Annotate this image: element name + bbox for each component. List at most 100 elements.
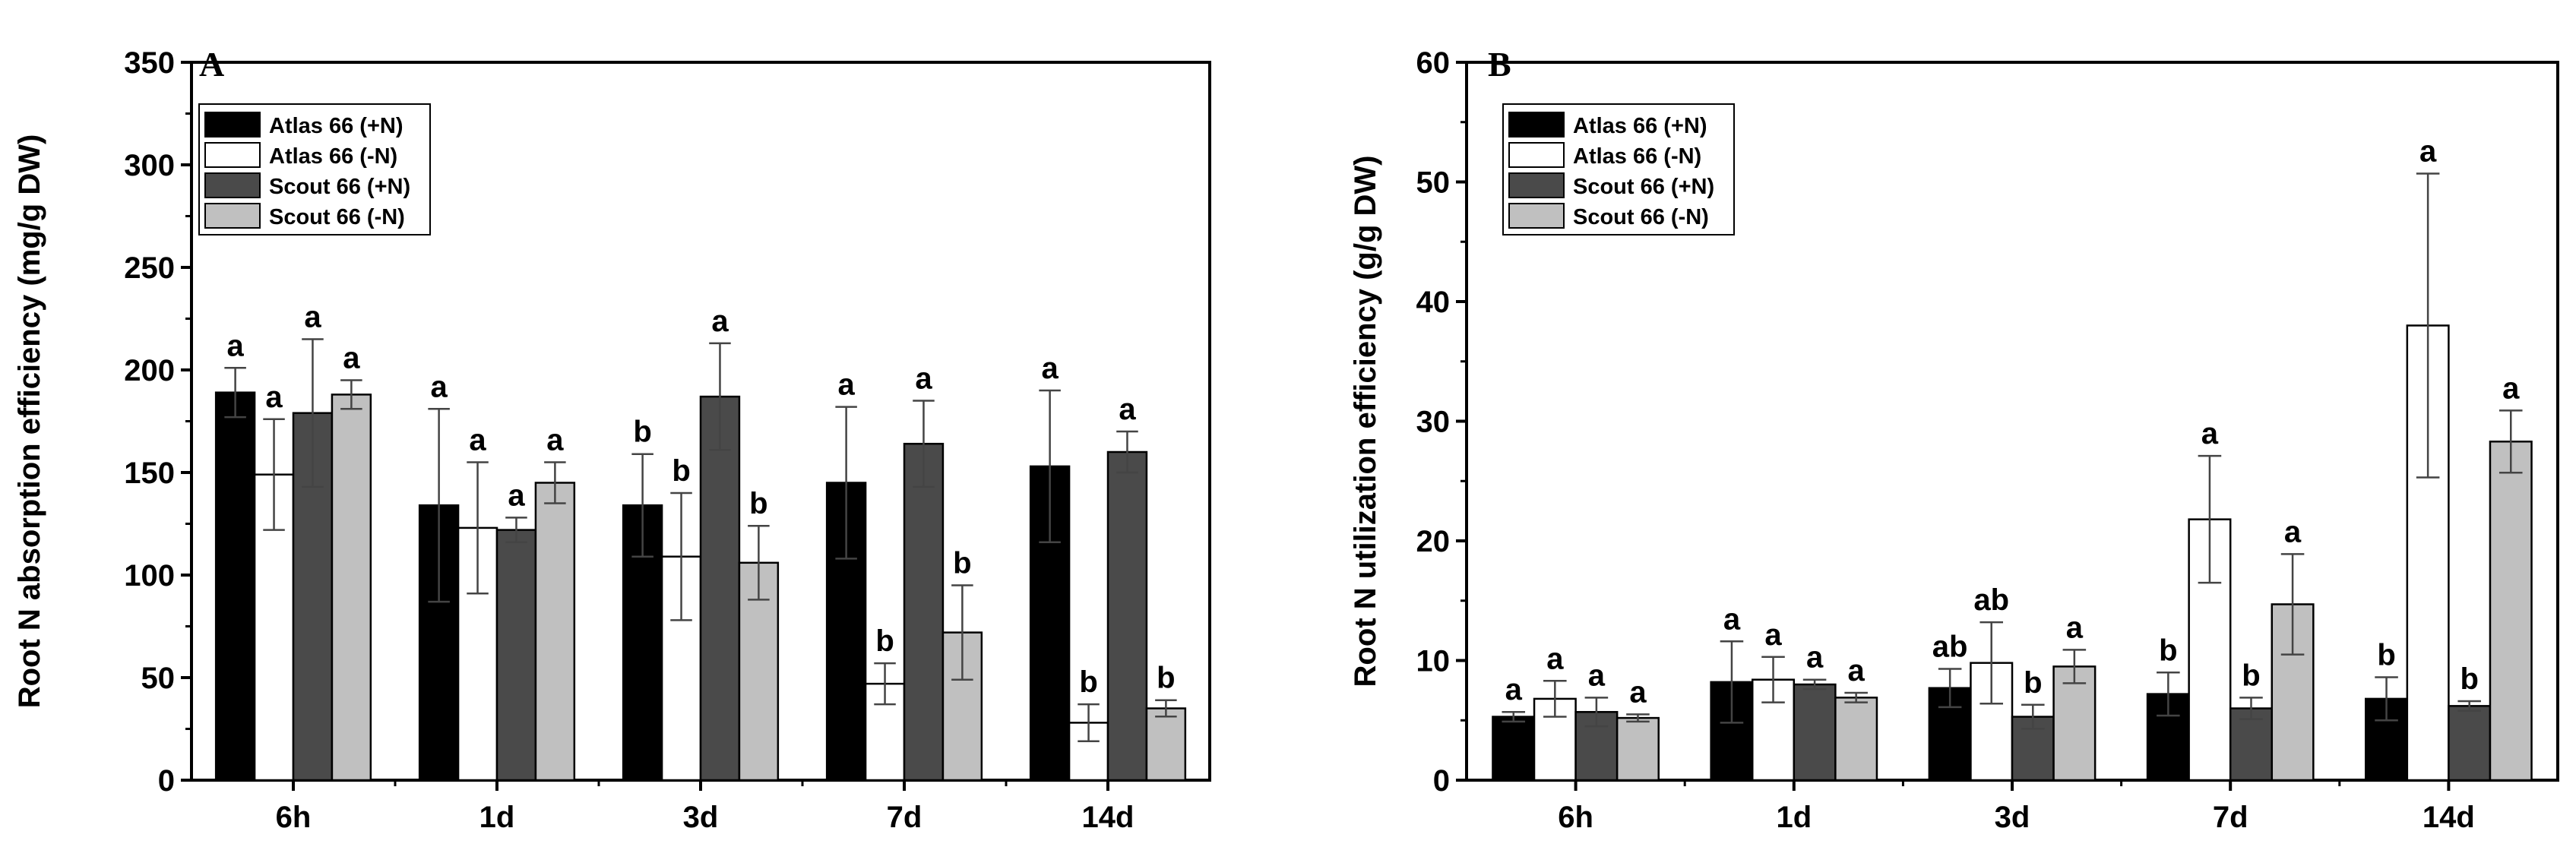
x-tick-label: 14d (1082, 801, 1135, 834)
y-tick-label: 0 (1433, 764, 1450, 798)
legend-swatch (204, 142, 261, 168)
significance-label: a (546, 424, 564, 457)
bar (1834, 697, 1878, 782)
significance-label: a (508, 479, 525, 512)
legend-label: Scout 66 (+N) (1573, 175, 1714, 199)
y-tick-label: 100 (124, 559, 175, 593)
significance-label: ab (1932, 631, 1968, 664)
legend-swatch (1508, 142, 1565, 168)
y-tick-label: 30 (1416, 406, 1451, 439)
legend-swatch (1508, 203, 1565, 229)
legend-swatch (1508, 172, 1565, 198)
significance-label: a (1041, 352, 1059, 385)
significance-label: a (1764, 618, 1782, 652)
significance-label: b (875, 624, 894, 658)
significance-label: b (749, 487, 767, 520)
legend-swatch (204, 172, 261, 198)
significance-label: a (711, 305, 729, 338)
bar (1492, 716, 1536, 782)
significance-label: b (2377, 639, 2395, 672)
legend-label: Atlas 66 (+N) (1573, 114, 1707, 138)
legend-label: Scout 66 (-N) (269, 205, 405, 229)
x-tick-label: 7d (887, 801, 922, 834)
legend-label: Atlas 66 (+N) (269, 114, 403, 138)
bar (903, 442, 945, 782)
significance-label: b (953, 547, 971, 580)
y-tick-label: 50 (141, 662, 176, 695)
bar (331, 393, 372, 782)
significance-label: a (2066, 611, 2084, 644)
significance-label: b (633, 416, 651, 449)
significance-label: a (1119, 393, 1136, 426)
y-tick-label: 250 (124, 251, 175, 285)
significance-label: a (915, 362, 932, 396)
y-axis-title: Root N absorption efficiency (mg/g DW) (13, 134, 46, 709)
significance-label: a (1629, 675, 1647, 709)
y-tick-label: 50 (1416, 166, 1451, 200)
bar (699, 395, 741, 782)
y-axis-title: Root N utilization efficiency (g/g DW) (1349, 156, 1382, 687)
legend: Atlas 66 (+N) Atlas 66 (-N) Scout 66 (+N) S… (1502, 103, 1735, 235)
significance-label: a (304, 301, 321, 334)
significance-label: a (1588, 659, 1606, 692)
y-tick-label: 150 (124, 457, 175, 490)
significance-label: a (1806, 641, 1824, 675)
legend-label: Scout 66 (+N) (269, 175, 410, 199)
bar (1106, 450, 1148, 782)
y-tick-label: 20 (1416, 525, 1451, 558)
y-tick-label: 10 (1416, 645, 1451, 678)
significance-label: a (2419, 134, 2437, 168)
significance-label: a (343, 342, 360, 375)
panel-letter: A (199, 45, 224, 84)
significance-label: a (430, 370, 448, 403)
y-tick-label: 0 (158, 764, 175, 798)
x-tick-label: 7d (2213, 801, 2248, 834)
legend-label: Atlas 66 (-N) (1573, 144, 1701, 169)
y-tick-label: 300 (124, 149, 175, 182)
bar (1616, 716, 1660, 782)
bar (2448, 705, 2492, 782)
bar (534, 482, 576, 782)
bar (2052, 665, 2097, 782)
significance-label: b (2460, 662, 2478, 696)
significance-label: a (226, 329, 244, 362)
legend-label: Scout 66 (-N) (1573, 205, 1709, 229)
legend-swatch (1508, 112, 1565, 137)
chart-panel-a: 0 50 100 150 200 250 300 350 Root N absorption e… (13, 45, 1211, 834)
x-tick-label: 14d (2423, 801, 2475, 834)
significance-label: b (2024, 666, 2042, 700)
significance-label: b (2242, 659, 2260, 692)
chart-panel-b: 0 10 20 30 40 50 60 Root N utilization efficien… (1349, 45, 2559, 834)
significance-label: b (1079, 665, 1097, 699)
significance-label: a (1546, 642, 1564, 675)
significance-label: a (265, 381, 283, 414)
bar (1793, 683, 1837, 782)
x-tick-label: 6h (276, 801, 312, 834)
significance-label: a (2201, 417, 2219, 450)
x-tick-label: 1d (479, 801, 515, 834)
y-tick-label: 60 (1416, 46, 1451, 80)
bar (214, 391, 256, 782)
legend-label: Atlas 66 (-N) (269, 144, 397, 169)
y-tick-label: 40 (1416, 286, 1451, 319)
y-tick-label: 350 (124, 46, 175, 80)
x-tick-label: 1d (1776, 801, 1812, 834)
significance-label: a (1723, 602, 1741, 636)
significance-label: ab (1973, 583, 2009, 617)
significance-label: a (1505, 673, 1523, 706)
significance-label: b (2159, 634, 2177, 667)
significance-label: a (837, 368, 855, 402)
bar (2489, 441, 2533, 782)
y-tick-label: 200 (124, 354, 175, 387)
bar (495, 529, 537, 782)
significance-label: a (1848, 654, 1866, 687)
legend: Atlas 66 (+N) Atlas 66 (-N) Scout 66 (+N) S… (198, 103, 431, 235)
significance-label: b (1157, 662, 1175, 695)
legend-swatch (204, 203, 261, 229)
significance-label: a (2502, 371, 2520, 405)
bar (2229, 707, 2274, 782)
panel-letter: B (1488, 45, 1511, 84)
significance-label: b (672, 454, 690, 488)
